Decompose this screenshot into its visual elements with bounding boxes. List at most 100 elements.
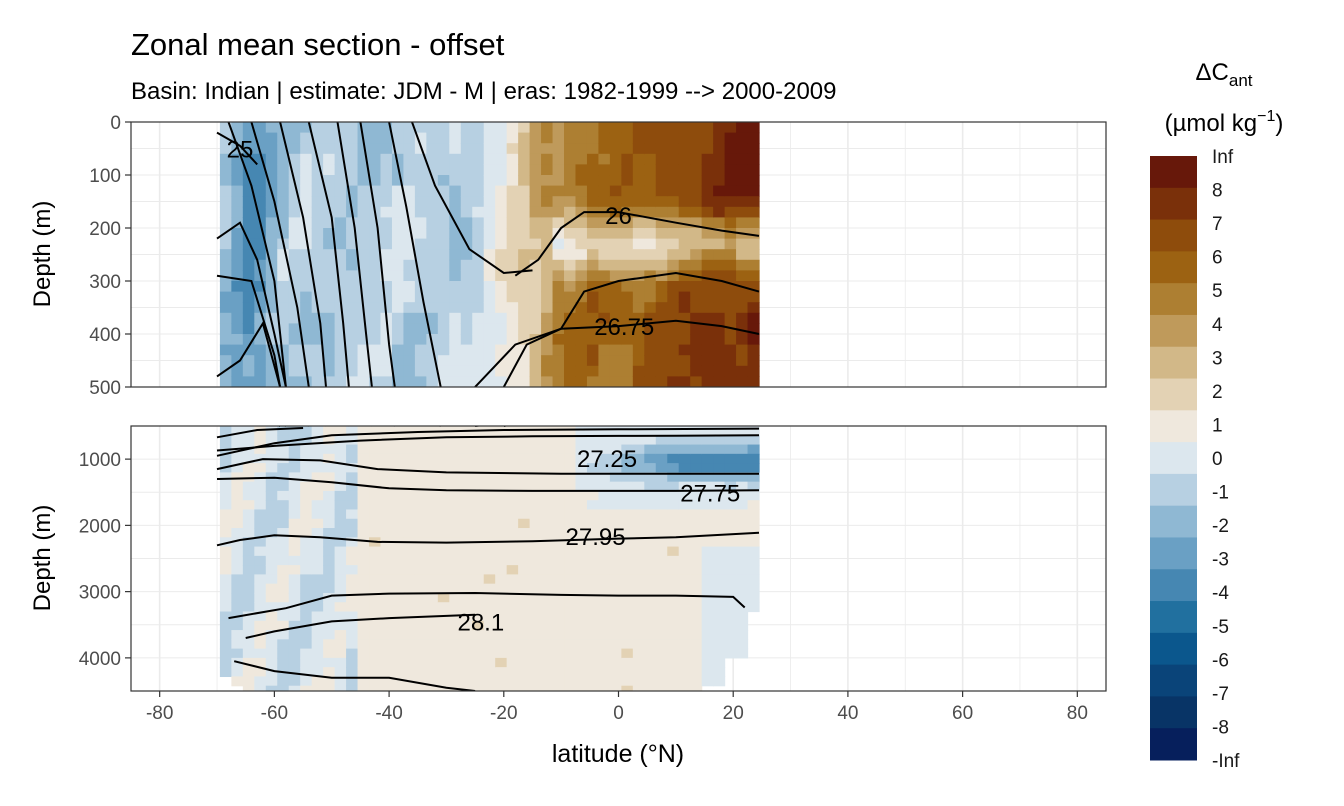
field-cell (414, 518, 427, 529)
field-cell (346, 365, 359, 377)
field-cell (460, 611, 473, 622)
field-cell (655, 122, 668, 134)
field-cell (346, 444, 359, 455)
field-cell (655, 555, 668, 566)
field-cell (460, 453, 473, 464)
field-cell (747, 490, 760, 501)
field-cell (369, 291, 382, 303)
field-cell (609, 620, 622, 631)
field-cell (495, 490, 508, 501)
field-cell (529, 592, 542, 603)
field-cell (437, 518, 450, 529)
field-cell (736, 270, 749, 282)
field-cell (701, 312, 714, 324)
field-cell (346, 376, 359, 387)
field-cell (598, 546, 611, 557)
field-cell (632, 528, 645, 538)
field-cell (598, 444, 611, 455)
field-cell (437, 302, 450, 314)
field-cell (403, 175, 416, 187)
field-cell (655, 444, 668, 455)
field-cell (552, 528, 565, 538)
field-cell (437, 574, 450, 585)
field-cell (724, 546, 737, 557)
legend-unit-close: ) (1275, 110, 1283, 137)
field-cell (277, 537, 290, 548)
field-cell (242, 518, 255, 529)
field-cell (323, 281, 336, 293)
field-cell (609, 574, 622, 585)
field-cell (323, 472, 336, 483)
field-cell (219, 667, 232, 678)
field-cell (300, 426, 313, 436)
field-cell (690, 323, 703, 335)
field-cell (621, 196, 634, 208)
field-cell (288, 444, 301, 455)
field-cell (483, 217, 496, 229)
field-cell (541, 153, 554, 165)
field-cell (472, 611, 485, 622)
field-cell (288, 122, 301, 134)
field-cell (426, 463, 439, 473)
legend-swatch (1150, 505, 1197, 538)
contour-line (393, 426, 395, 427)
field-cell (701, 463, 714, 473)
legend-title-sub: ant (1229, 71, 1253, 90)
field-cell (736, 249, 749, 261)
legend-swatch (1150, 187, 1197, 221)
field-cell (254, 509, 267, 520)
field-cell (598, 667, 611, 678)
field-cell (747, 592, 760, 603)
field-cell (495, 435, 508, 446)
field-cell (667, 583, 680, 594)
field-cell (357, 291, 370, 303)
field-cell (609, 583, 622, 594)
field-cell (311, 481, 324, 492)
field-cell (346, 217, 359, 229)
field-cell (369, 490, 382, 501)
field-cell (437, 602, 450, 613)
field-cell (736, 537, 749, 548)
field-cell (724, 472, 737, 483)
field-cell (506, 565, 519, 575)
contour-line (279, 122, 327, 387)
field-cell (403, 270, 416, 282)
field-cell (231, 355, 244, 367)
field-cell (426, 228, 439, 240)
field-cell (311, 376, 324, 387)
field-cell (460, 312, 473, 324)
field-cell (369, 426, 382, 436)
field-cell (609, 426, 622, 436)
field-cell (219, 312, 232, 324)
field-cell (277, 546, 290, 557)
field-cell (529, 657, 542, 668)
field-cell (380, 132, 393, 144)
field-cell (460, 444, 473, 455)
field-cell (483, 334, 496, 346)
field-cell (690, 122, 703, 134)
contour-25 (216, 131, 258, 166)
legend-label: -6 (1212, 650, 1229, 671)
field-cell (300, 312, 313, 324)
field-cell (586, 444, 600, 455)
field-cell (242, 648, 255, 659)
field-cell (632, 611, 645, 622)
field-cell (265, 323, 278, 335)
field-cell (403, 426, 416, 436)
legend-swatch (1150, 601, 1197, 634)
field-cell (300, 435, 313, 446)
field-cell (449, 639, 462, 650)
x-tick-label: -80 (146, 703, 173, 724)
field-cell (747, 472, 760, 483)
field-cell (346, 426, 359, 436)
field-cell (242, 639, 255, 650)
field-cell (300, 630, 313, 640)
field-cell (564, 238, 577, 250)
field-cell (426, 122, 439, 134)
field-cell (724, 463, 737, 473)
field-cell (621, 685, 634, 691)
field-cell (564, 185, 577, 197)
field-cell (380, 228, 393, 240)
field-cell (369, 509, 382, 520)
field-cell (265, 175, 278, 187)
